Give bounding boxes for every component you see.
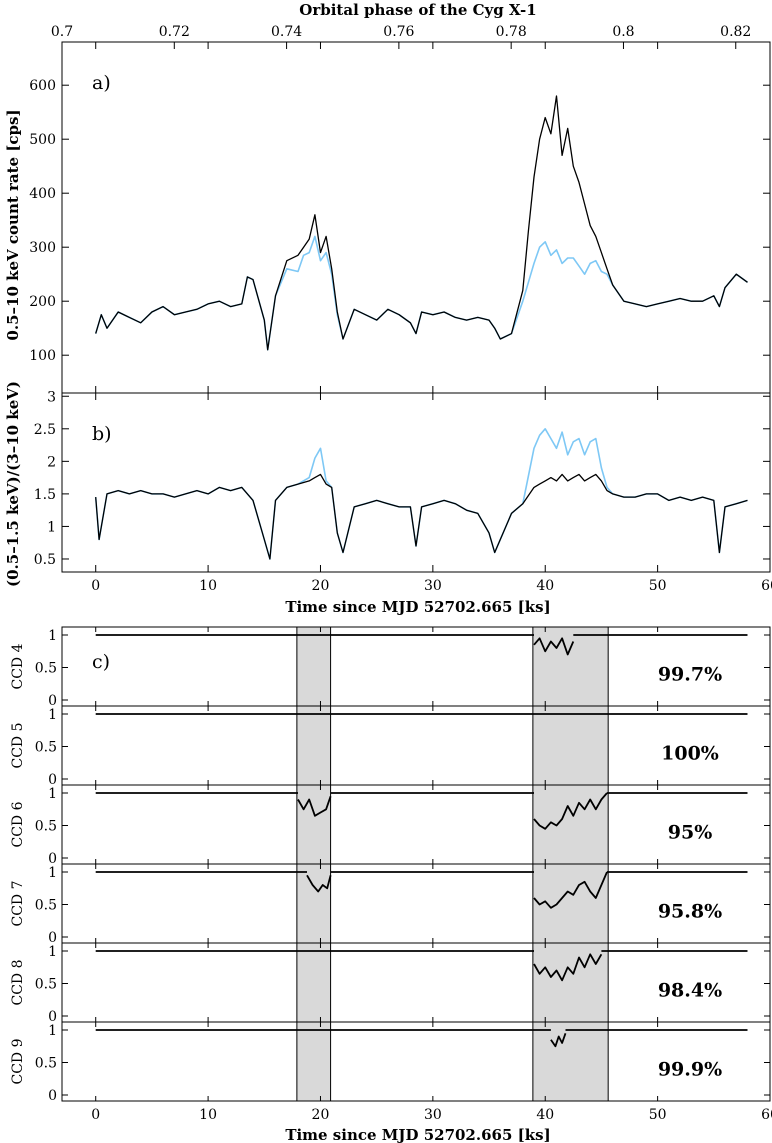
count-rate-series-0	[94, 235, 748, 351]
ccd-percent: 100%	[661, 743, 719, 765]
hardness-series-1	[95, 473, 748, 560]
y-tick-label: 600	[29, 78, 56, 94]
count-rate-series-1	[95, 95, 748, 351]
y-tick-label: 1	[47, 519, 56, 535]
top-tick-label: 0.74	[271, 24, 302, 40]
panel-c-plot: 0 0.5 1 CCD 4 99.7% 0 0.5 1 CCD 5 100% 0 0.5 1 CCD 6 9…	[10, 626, 772, 1123]
panel-b-label: b)	[92, 423, 112, 445]
y-tick-label: 0.5	[35, 898, 57, 914]
ccd-label: CCD 7	[10, 880, 26, 926]
ccd-label: CCD 9	[10, 1038, 26, 1084]
y-tick-label: 0.5	[35, 819, 57, 835]
ccd-percent: 95.8%	[658, 901, 722, 923]
x-tick-label: 50	[649, 578, 667, 594]
panel-a-plot: 100 200 300 400 500 600 0.7 0.72 0.74 0.76 0.78 0.8…	[29, 24, 771, 394]
y-tick-label: 0	[48, 772, 57, 788]
y-tick-label: 0	[48, 693, 57, 709]
x-tick-label: 10	[199, 1107, 217, 1123]
y-tick-label: 1	[48, 707, 57, 723]
y-tick-label: 400	[29, 186, 56, 202]
ccd-efficiency-line	[297, 796, 332, 817]
y-tick-label: 1	[48, 786, 57, 802]
y-tick-label: 1	[48, 628, 57, 644]
y-tick-label: 1	[48, 1023, 57, 1039]
x-tick-label: 20	[312, 578, 330, 594]
y-tick-label: 2	[47, 454, 56, 470]
ccd-percent: 99.9%	[658, 1059, 722, 1081]
y-tick-label: 0.5	[35, 1056, 57, 1072]
y-tick-label: 3	[47, 389, 56, 405]
ccd-label: CCD 4	[10, 643, 26, 689]
ccd-subpanel-frame	[61, 784, 771, 865]
panel-b-ylabel: (0.5–1.5 keV)/(3–10 keV)	[4, 381, 22, 587]
top-tick-label: 0.72	[159, 24, 190, 40]
ccd-subpanel-frame	[61, 1021, 771, 1102]
panel-a-ylabel: 0.5–10 keV count rate [cps]	[4, 109, 22, 340]
ccd-percent: 95%	[668, 822, 713, 844]
top-tick-label: 0.82	[720, 24, 751, 40]
x-tick-label: 60	[761, 1107, 772, 1123]
ccd-efficiency-line	[550, 1033, 567, 1048]
x-tick-label: 40	[536, 578, 554, 594]
y-tick-label: 1	[48, 865, 57, 881]
panel-a-label: a)	[92, 72, 111, 94]
ccd-efficiency-line	[533, 792, 608, 830]
top-tick-label: 0.8	[612, 24, 634, 40]
top-tick-label: 0.7	[51, 24, 73, 40]
y-tick-label: 0.5	[35, 740, 57, 756]
ccd-label: CCD 5	[10, 722, 26, 768]
top-axis-label: Orbital phase of the Cyg X-1	[299, 1, 536, 19]
ccd-efficiency-line	[533, 953, 603, 982]
y-tick-label: 300	[29, 240, 56, 256]
y-tick-label: 100	[29, 348, 56, 364]
panel-c-label: c)	[92, 651, 110, 673]
ccd-label: CCD 8	[10, 959, 26, 1005]
panel-b-frame	[61, 392, 771, 573]
x-tick-label: 20	[312, 1107, 330, 1123]
ccd-percent: 98.4%	[658, 980, 722, 1002]
y-tick-label: 0	[48, 851, 57, 867]
ccd-percent: 99.7%	[658, 664, 722, 686]
x-tick-label: 30	[424, 578, 442, 594]
y-tick-label: 0	[48, 1088, 57, 1104]
y-tick-label: 0.5	[34, 552, 56, 568]
x-tick-label: 0	[91, 1107, 100, 1123]
y-tick-label: 2.5	[34, 422, 56, 438]
x-tick-label: 0	[91, 578, 100, 594]
ccd-label: CCD 6	[10, 801, 26, 847]
top-tick-label: 0.76	[383, 24, 414, 40]
x-tick-label: 10	[199, 578, 217, 594]
ccd-efficiency-line	[533, 871, 608, 909]
ccd-efficiency-line	[306, 874, 332, 893]
y-tick-label: 500	[29, 132, 56, 148]
x-tick-label: 60	[761, 578, 772, 594]
panel-c-xlabel: Time since MJD 52702.665 [ks]	[285, 1126, 550, 1143]
x-tick-label: 40	[536, 1107, 554, 1123]
x-tick-label: 50	[649, 1107, 667, 1123]
x-tick-label: 30	[424, 1107, 442, 1123]
y-tick-label: 200	[29, 294, 56, 310]
y-tick-label: 0.5	[35, 661, 57, 677]
panel-b-xlabel: Time since MJD 52702.665 [ks]	[285, 598, 550, 616]
y-tick-label: 0	[48, 930, 57, 946]
panel-a-frame	[61, 41, 771, 394]
y-tick-label: 0	[48, 1009, 57, 1025]
y-tick-label: 0.5	[35, 977, 57, 993]
ccd-efficiency-line	[533, 637, 575, 656]
y-tick-label: 1.5	[34, 487, 56, 503]
top-tick-label: 0.78	[496, 24, 527, 40]
y-tick-label: 1	[48, 944, 57, 960]
